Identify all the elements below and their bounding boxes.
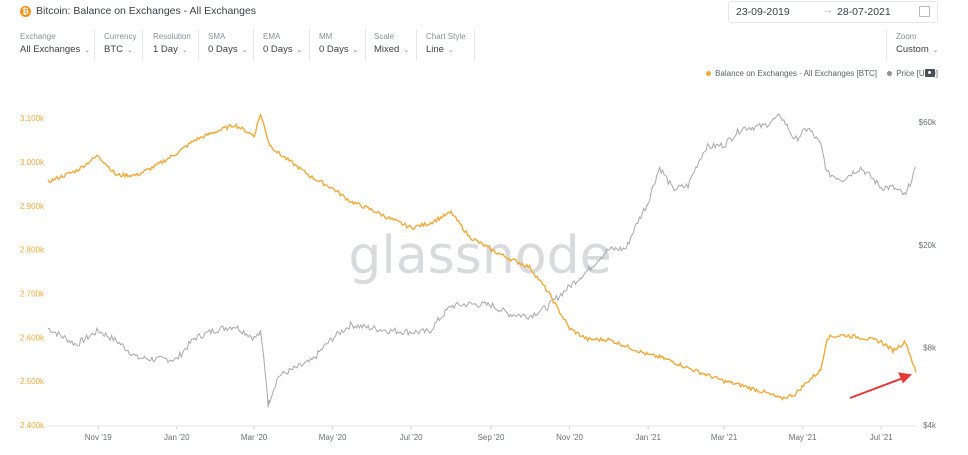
series-line-price (47, 113, 917, 408)
x-tick-label: Jul '21 (870, 433, 893, 442)
chart-area: glassnode 2.400k 2.500k 2.600k 2.700k 2.800k… (20, 112, 937, 442)
y-left-tick-label: 2.400k (20, 421, 45, 430)
x-tick-label: Nov '19 (85, 433, 112, 442)
date-range-picker[interactable]: 23-09-2019 → 28-07-2021 (728, 1, 938, 23)
legend-dot (706, 71, 712, 77)
control-value[interactable]: 0 Days ⌄ (208, 44, 248, 55)
calendar-icon[interactable] (919, 6, 930, 17)
control-exchange[interactable]: Exchange All Exchanges ⌄ (20, 30, 95, 60)
x-tick-label: Mar '20 (241, 433, 268, 442)
y-left-tick-label: 3.000k (20, 158, 45, 167)
control-label: Scale (374, 32, 395, 41)
y-right-tick-label: $60k (919, 118, 937, 127)
control-ema[interactable]: EMA 0 Days ⌄ (263, 30, 310, 60)
chart-header: ₿ Bitcoin: Balance on Exchanges - All Ex… (0, 0, 968, 28)
control-label: Exchange (20, 32, 56, 41)
camera-icon[interactable] (925, 69, 935, 77)
x-tick-label: Jan '21 (635, 433, 661, 442)
x-tick-label: Sep '20 (478, 433, 505, 442)
series-line-balance (47, 112, 917, 401)
x-tick-label: May '20 (319, 433, 347, 442)
y-left-tick-label: 2.900k (20, 202, 45, 211)
chevron-down-icon: ⌄ (352, 47, 359, 54)
chevron-down-icon: ⌄ (932, 47, 939, 54)
y-left-tick-label: 2.600k (20, 333, 45, 342)
legend-dot (887, 71, 893, 77)
y-left-tick-label: 3.100k (20, 114, 45, 123)
chevron-down-icon: ⌄ (127, 47, 133, 54)
chevron-down-icon: ⌄ (447, 47, 454, 54)
control-label: EMA (263, 32, 281, 41)
annotation-arrow-head (898, 372, 912, 384)
y-left-tick-label: 2.500k (20, 377, 45, 386)
control-currency[interactable]: Currency BTC ⌄ (104, 30, 143, 60)
control-value[interactable]: 0 Days ⌄ (263, 44, 303, 55)
control-resolution[interactable]: Resolution 1 Day ⌄ (153, 30, 199, 60)
annotation-arrow (849, 372, 912, 399)
chevron-down-icon: ⌄ (241, 47, 248, 54)
control-value[interactable]: All Exchanges ⌄ (20, 44, 91, 55)
x-tick-label: May '21 (789, 433, 817, 442)
control-value[interactable]: 0 Days ⌄ (319, 44, 359, 55)
legend-entry-price[interactable]: Price [USD] (887, 69, 938, 78)
chevron-down-icon: ⌄ (403, 47, 410, 54)
control-mm[interactable]: MM 0 Days ⌄ (319, 30, 366, 60)
control-label: Chart Style (426, 32, 466, 41)
left-axis: 2.400k 2.500k 2.600k 2.700k 2.800k 2.900k 3.00… (20, 114, 45, 430)
right-axis: $4k $8k $20k $60k (919, 118, 937, 430)
watermark: glassnode (348, 226, 611, 286)
arrow-right-icon: → (823, 5, 833, 16)
control-scale[interactable]: Scale Mixed ⌄ (374, 30, 417, 60)
control-label: Resolution (153, 32, 191, 41)
y-right-tick-label: $20k (919, 241, 937, 250)
chart-legend: Balance on Exchanges - All Exchanges [BT… (706, 69, 938, 78)
y-left-tick-label: 2.800k (20, 246, 45, 255)
date-start[interactable]: 23-09-2019 (736, 6, 790, 18)
chart-title: Bitcoin: Balance on Exchanges - All Exch… (36, 5, 257, 17)
chevron-down-icon: ⌄ (181, 47, 188, 54)
x-tick-label: Jul '20 (400, 433, 423, 442)
control-value[interactable]: BTC ⌄ (104, 44, 133, 55)
control-value[interactable]: Custom ⌄ (896, 44, 939, 55)
chevron-down-icon: ⌄ (84, 47, 91, 54)
control-value[interactable]: Mixed ⌄ (374, 44, 410, 55)
legend-entry-balance[interactable]: Balance on Exchanges - All Exchanges [BT… (706, 69, 877, 78)
series-group (47, 112, 917, 408)
control-zoom[interactable]: Zoom Custom ⌄ (886, 30, 951, 60)
y-right-tick-label: $4k (923, 421, 937, 430)
x-tick-label: Mar '21 (711, 433, 738, 442)
x-tick-label: Nov '20 (556, 433, 583, 442)
control-label: SMA (208, 32, 226, 41)
control-label: Currency (104, 32, 137, 41)
control-value[interactable]: Line ⌄ (426, 44, 454, 55)
control-value[interactable]: 1 Day ⌄ (153, 44, 188, 55)
chart-controls: Exchange All Exchanges ⌄ Currency BTC ⌄ Re… (0, 28, 968, 62)
y-left-tick-label: 2.700k (20, 289, 45, 298)
date-end[interactable]: 28-07-2021 (837, 6, 891, 18)
control-label: MM (319, 32, 333, 41)
x-tick-label: Jan '20 (164, 433, 190, 442)
x-axis: Nov '19 Jan '20 Mar '20 May '20 Jul '20 Sep '… (48, 425, 916, 442)
annotation-arrow-shaft (849, 377, 903, 399)
control-label: Zoom (896, 32, 917, 41)
bitcoin-icon: ₿ (20, 6, 31, 17)
control-chart-style[interactable]: Chart Style Line ⌄ (426, 30, 475, 60)
chevron-down-icon: ⌄ (296, 47, 303, 54)
y-right-tick-label: $8k (923, 344, 937, 353)
control-sma[interactable]: SMA 0 Days ⌄ (208, 30, 254, 60)
